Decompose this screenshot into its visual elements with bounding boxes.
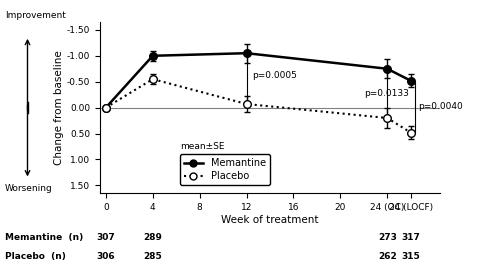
Text: 317: 317: [402, 233, 420, 242]
Text: 289: 289: [144, 233, 162, 242]
Text: 306: 306: [96, 252, 115, 261]
Legend: Memantine, Placebo: Memantine, Placebo: [180, 154, 270, 185]
Text: Placebo  (n): Placebo (n): [5, 252, 66, 261]
Text: Memantine  (n): Memantine (n): [5, 233, 83, 242]
Text: p=0.0005: p=0.0005: [252, 71, 298, 80]
Text: Wilcoxon test: Wilcoxon test: [180, 156, 241, 164]
Text: mean±SE: mean±SE: [180, 142, 224, 151]
Text: 273: 273: [378, 233, 396, 242]
Text: Improvement: Improvement: [5, 11, 66, 20]
Y-axis label: Change from baseline: Change from baseline: [54, 50, 64, 165]
X-axis label: Week of treatment: Week of treatment: [221, 215, 319, 225]
Text: 315: 315: [402, 252, 420, 261]
Text: p=0.0040: p=0.0040: [418, 102, 463, 111]
Text: 285: 285: [144, 252, 162, 261]
Text: 307: 307: [96, 233, 115, 242]
Text: 262: 262: [378, 252, 396, 261]
Text: Worsening: Worsening: [5, 184, 53, 193]
Text: p=0.0133: p=0.0133: [364, 89, 408, 98]
